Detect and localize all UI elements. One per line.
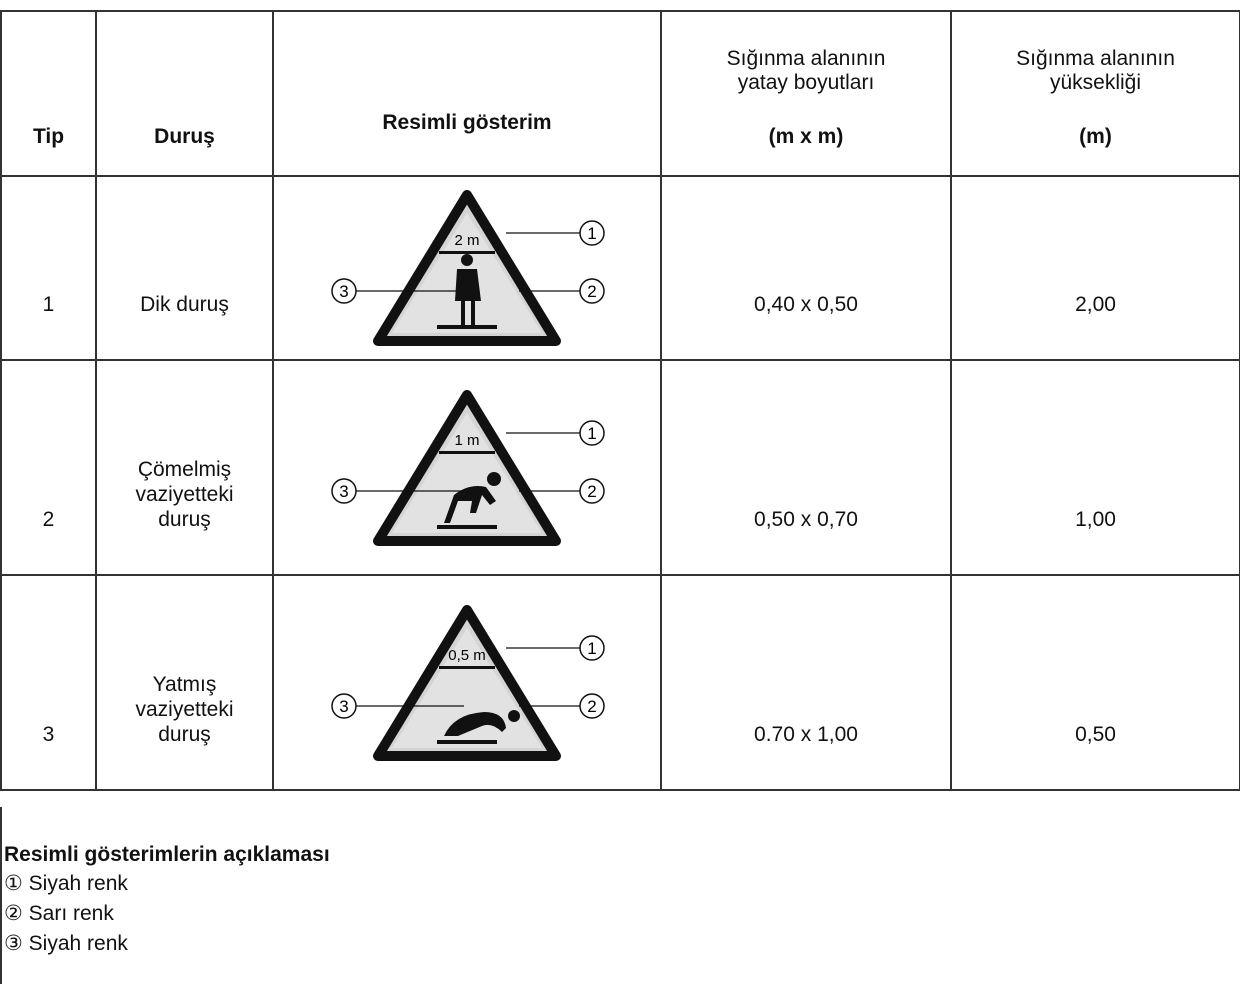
header-text: Sığınma alanının yatay boyutları xyxy=(726,47,886,94)
figure-head xyxy=(487,471,501,486)
height-bar xyxy=(439,251,495,254)
sign: 1 m 1 2 3 xyxy=(331,389,605,546)
callout-circle xyxy=(331,692,357,719)
cell: 0,50 x 0,70 xyxy=(660,359,952,576)
cell: 1 xyxy=(0,175,97,361)
header-cell: Sığınma alanının yüksekliği (m) xyxy=(950,10,1240,177)
cell: 2 m 1 2 3 xyxy=(272,175,662,361)
table-row: 3 Yatmış vaziyetteki duruş 0,5 m 1 2 3 0.70 x 1,… xyxy=(0,574,1240,791)
callout-circle xyxy=(331,278,357,304)
sign: 0,5 m 1 2 3 xyxy=(331,604,605,761)
sign: 2 m 1 2 3 xyxy=(331,190,605,346)
tip: 3 xyxy=(42,723,55,746)
header-text: Resimli gösterim xyxy=(382,111,552,134)
callout-number: 1 xyxy=(587,639,596,658)
callout-circle xyxy=(579,477,605,504)
callout-circle xyxy=(579,634,605,661)
triangle-inner xyxy=(392,412,542,533)
figure-body xyxy=(455,269,481,325)
callout-circle xyxy=(331,477,357,504)
header-cell: Sığınma alanının yatay boyutları (m x m) xyxy=(660,10,952,177)
durus-line: vaziyetteki xyxy=(135,698,234,721)
callout-number: 3 xyxy=(339,697,348,716)
cell: Dik duruş xyxy=(95,175,274,361)
callout-number: 1 xyxy=(587,224,596,243)
legend-item: ② Sarı renk xyxy=(4,902,114,925)
height-bar xyxy=(439,665,495,669)
boyut: 0,50 x 0,70 xyxy=(754,508,858,531)
legend-item: ① Siyah renk xyxy=(4,872,128,895)
callout-number: 2 xyxy=(587,482,596,501)
callout-number: 2 xyxy=(587,697,596,716)
header-unit: (m) xyxy=(952,125,1239,149)
legend: Resimli gösterimlerin açıklaması ① Siyah… xyxy=(0,807,1240,984)
boyut: 0.70 x 1,00 xyxy=(754,723,858,746)
cell: 3 xyxy=(0,574,97,791)
header-unit-text: (m x m) xyxy=(768,125,844,148)
sign-height: 1 m xyxy=(454,432,479,449)
ground-bar xyxy=(437,325,497,329)
yukseklik: 0,50 xyxy=(1075,723,1116,746)
cell: Çömelmiş vaziyetteki duruş xyxy=(95,359,274,576)
tip: 1 xyxy=(42,293,55,316)
table-row: 1 Dik duruş 2 m 1 2 3 0,40 x 0,50 2,00 xyxy=(0,175,1240,361)
durus-line: duruş xyxy=(158,723,211,746)
sign-height: 0,5 m xyxy=(448,647,486,664)
table: Tip Duruş Resimli gösterim Sığınma alanı… xyxy=(0,10,1240,791)
header-row: Tip Duruş Resimli gösterim Sığınma alanı… xyxy=(0,10,1240,177)
cell: Yatmış vaziyetteki duruş xyxy=(95,574,274,791)
durus-line: Çömelmiş xyxy=(137,458,232,481)
callout-number: 3 xyxy=(339,482,348,501)
durus-line: duruş xyxy=(158,508,211,531)
legend-item: ③ Siyah renk xyxy=(4,932,128,955)
document: Tip Duruş Resimli gösterim Sığınma alanı… xyxy=(0,10,1240,984)
callout-number: 3 xyxy=(339,282,348,301)
cell: 0.70 x 1,00 xyxy=(660,574,952,791)
cell: 0,5 m 1 2 3 xyxy=(272,574,662,791)
cell: 1,00 xyxy=(950,359,1240,576)
figure-body xyxy=(444,485,496,523)
cell: 2 xyxy=(0,359,97,576)
callout-circle xyxy=(579,692,605,719)
legend-title: Resimli gösterimlerin açıklaması xyxy=(4,843,330,866)
ground-bar xyxy=(437,524,497,529)
callout-number: 1 xyxy=(587,424,596,443)
header-text: Tip xyxy=(32,125,65,148)
cell: 0,40 x 0,50 xyxy=(660,175,952,361)
callout-circle xyxy=(579,220,605,246)
callout-circle xyxy=(579,278,605,304)
header-unit-text: (m) xyxy=(1079,125,1112,148)
header-text: Sığınma alanının yüksekliği xyxy=(1016,47,1175,94)
callout-circle xyxy=(579,419,605,446)
figure-head xyxy=(461,254,473,266)
header-unit: (m x m) xyxy=(662,125,950,149)
table-row: 2 Çömelmiş vaziyetteki duruş 1 m 1 2 3 0,50 x 0,… xyxy=(0,359,1240,576)
tip: 2 xyxy=(42,508,55,531)
figure-head xyxy=(508,709,520,722)
callout-number: 2 xyxy=(587,282,596,301)
header-cell: Resimli gösterim xyxy=(272,10,662,177)
header-cell: Tip xyxy=(0,10,97,177)
ground-bar xyxy=(437,739,497,744)
sign-height: 2 m xyxy=(454,232,479,249)
triangle-inner xyxy=(392,627,542,748)
height-bar xyxy=(439,450,495,454)
header-text: Duruş xyxy=(154,125,215,148)
cell: 1 m 1 2 3 xyxy=(272,359,662,576)
durus-line: Yatmış xyxy=(152,673,217,696)
yukseklik: 2,00 xyxy=(1075,293,1116,316)
header-cell: Duruş xyxy=(95,10,274,177)
figure-body xyxy=(444,711,506,736)
yukseklik: 1,00 xyxy=(1075,508,1116,531)
boyut: 0,40 x 0,50 xyxy=(754,293,858,316)
durus-line: Dik duruş xyxy=(140,293,229,316)
cell: 0,50 xyxy=(950,574,1240,791)
durus-line: vaziyetteki xyxy=(135,483,234,506)
cell: 2,00 xyxy=(950,175,1240,361)
